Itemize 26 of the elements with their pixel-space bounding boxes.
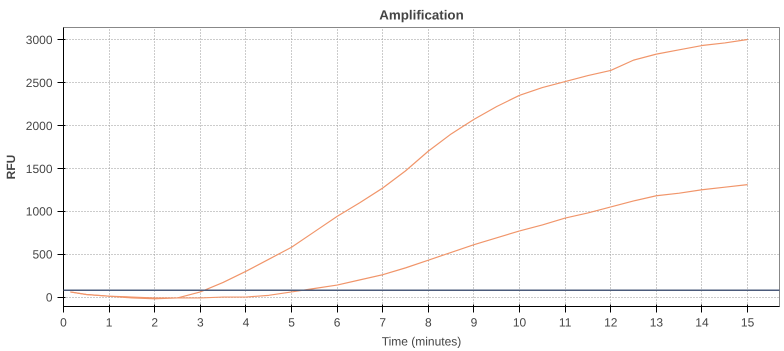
x-tick-label: 10 — [512, 316, 527, 330]
y-axis-title: RFU — [4, 154, 18, 180]
x-tick-label: 1 — [106, 316, 113, 330]
x-tick-label: 7 — [379, 316, 386, 330]
y-tick-label: 1500 — [26, 162, 53, 176]
x-tick-label: 0 — [60, 316, 68, 330]
y-tick-label: 2000 — [26, 118, 53, 133]
y-tick-label: 3000 — [26, 33, 53, 48]
x-tick-label: 2 — [151, 316, 158, 330]
chart-title: Amplification — [379, 8, 464, 22]
y-tick-label: 1000 — [26, 204, 53, 219]
x-tick-label: 8 — [425, 316, 432, 330]
x-tick-label: 15 — [740, 316, 755, 330]
x-tick-label: 13 — [650, 316, 664, 330]
x-tick-label: 6 — [334, 316, 341, 330]
x-tick-label: 9 — [470, 316, 478, 330]
y-tick-label: 500 — [32, 248, 53, 262]
x-tick-label: 4 — [242, 316, 250, 330]
x-tick-label: 14 — [695, 316, 709, 330]
x-tick-label: 11 — [558, 316, 572, 330]
x-tick-label: 12 — [604, 316, 618, 330]
y-tick-label: 0 — [46, 290, 53, 305]
x-tick-label: 3 — [196, 316, 204, 330]
x-axis-title: Time (minutes) — [382, 334, 462, 348]
x-tick-label: 5 — [288, 316, 296, 330]
y-tick-label: 2500 — [26, 76, 53, 90]
